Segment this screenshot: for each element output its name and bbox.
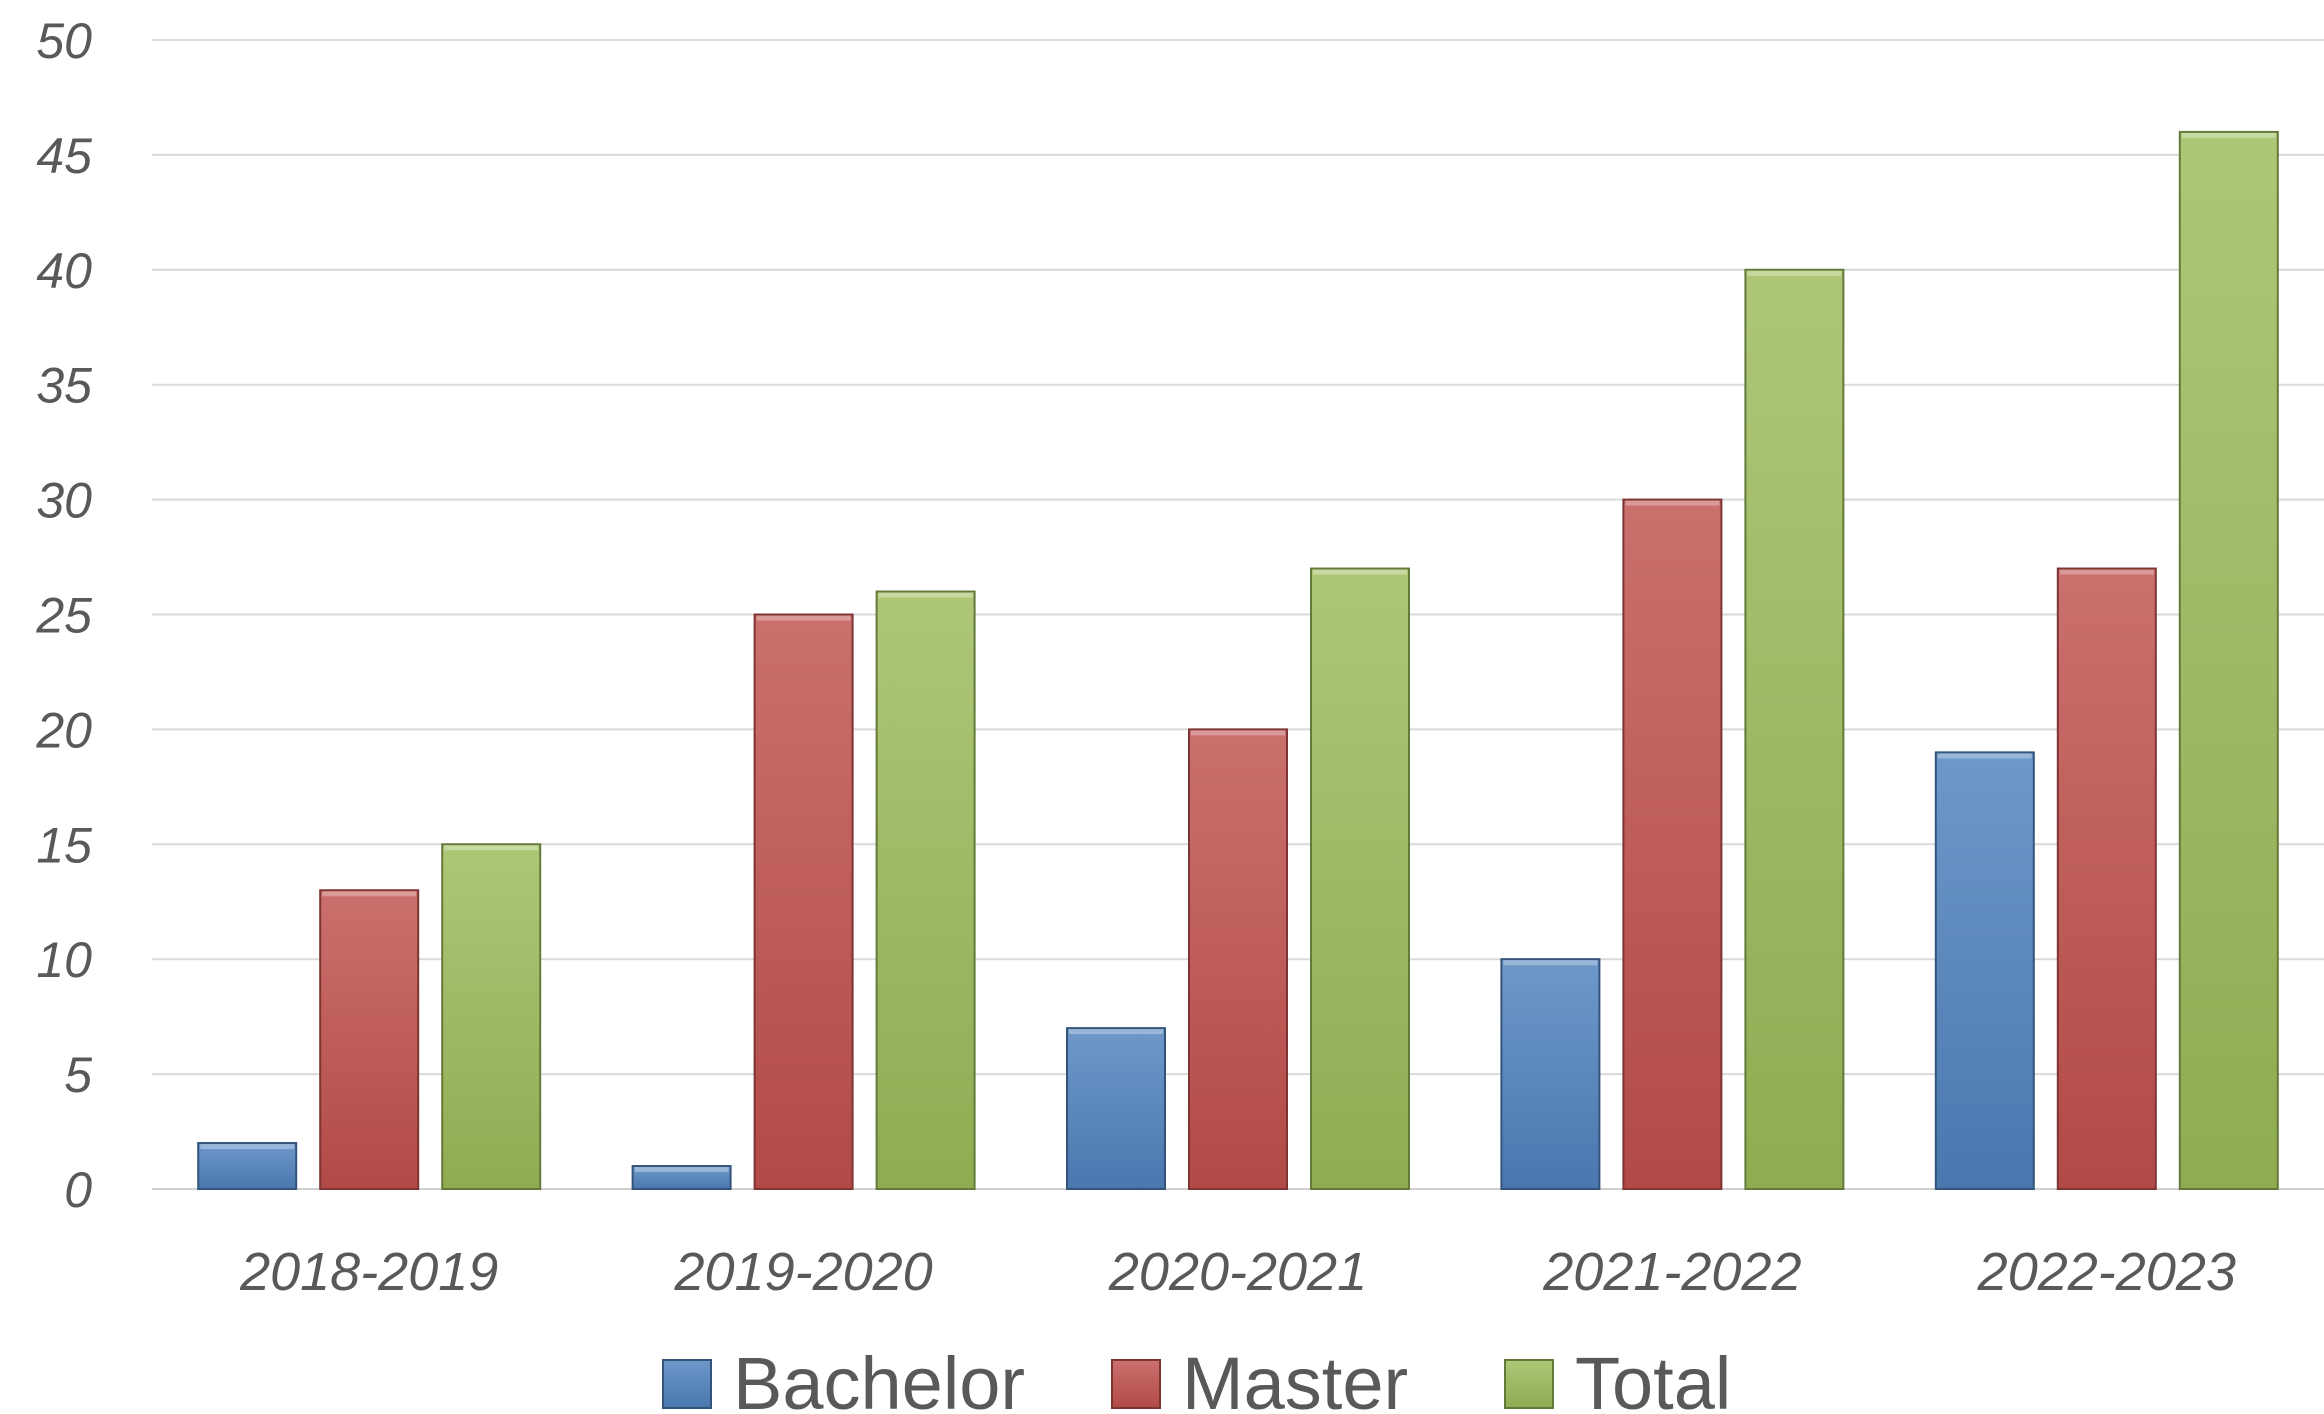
bar-highlight [1747,270,1842,276]
x-tick-label: 2020-2021 [1108,1242,1367,1302]
bar-master [753,613,854,1190]
y-tick-label: 45 [36,128,92,184]
x-tick-label: 2018-2019 [239,1242,498,1302]
legend-swatch [1111,1359,1161,1409]
legend-swatch [662,1359,712,1409]
bar-master [1622,498,1723,1191]
bar-highlight [1191,730,1285,736]
bar-total [441,843,542,1190]
bar-highlight [878,592,973,598]
y-axis-ticks: 0 5 10 15 20 25 30 35 40 45 50 [35,13,92,1218]
y-tick-label: 30 [36,473,92,529]
y-tick-label: 10 [36,932,92,988]
bar-highlight [322,891,417,897]
legend-item-total: Total [1504,1342,1731,1414]
bar-highlight [200,1144,295,1150]
legend-label: Total [1575,1342,1731,1414]
bar-master [2056,567,2157,1190]
x-axis-ticks: 2018-2019 2019-2020 2020-2021 2021-2022 2022… [239,1242,2236,1302]
bar-bachelor [197,1142,298,1191]
y-tick-label: 20 [35,702,92,758]
bar-total [1744,268,1845,1190]
legend-label: Master [1182,1342,1408,1414]
bar-highlight [2059,569,2154,575]
bar-total [1310,567,1410,1190]
bar-highlight [634,1167,729,1173]
y-tick-label: 40 [36,243,92,299]
bar-highlight [756,615,851,621]
bar-bachelor [1934,751,2035,1190]
legend-item-master: Master [1111,1342,1408,1414]
legend-item-bachelor: Bachelor [662,1342,1025,1414]
y-tick-label: 35 [36,358,92,414]
bar-total [2178,130,2279,1190]
x-tick-label: 2021-2022 [1542,1242,1801,1302]
bar-highlight [1069,1029,1163,1035]
legend-label: Bachelor [733,1342,1025,1414]
bar-highlight [1625,500,1720,506]
y-tick-label: 15 [36,817,92,873]
bar-highlight [1937,753,2032,759]
bar-highlight [444,845,539,851]
y-tick-label: 0 [64,1162,92,1218]
bars [197,130,2279,1191]
bar-total [875,590,976,1190]
bar-bachelor [1500,958,1601,1191]
y-tick-label: 50 [36,13,92,69]
x-tick-label: 2022-2023 [1977,1242,2236,1302]
legend: Bachelor Master Total [662,1342,1731,1414]
x-tick-label: 2019-2020 [673,1242,932,1302]
bar-bachelor [1066,1027,1166,1191]
bar-highlight [1313,569,1407,575]
bar-highlight [2181,132,2276,138]
legend-swatch [1504,1359,1554,1409]
bar-master [1188,728,1288,1191]
bar-highlight [1503,960,1598,966]
y-tick-label: 25 [35,588,92,644]
y-tick-label: 5 [64,1047,92,1103]
bar-master [319,889,420,1190]
